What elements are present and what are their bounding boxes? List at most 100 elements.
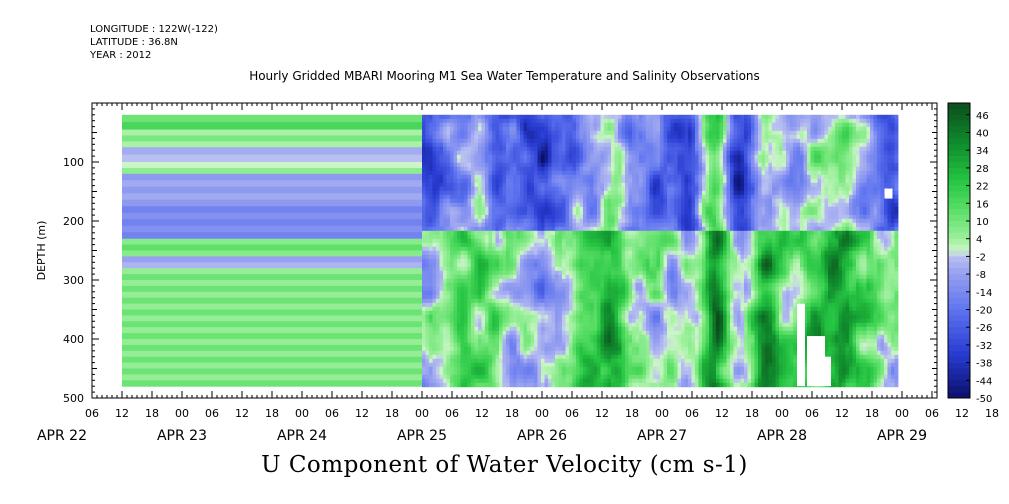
colorbar-label: 10 bbox=[976, 217, 989, 228]
year-label: YEAR : 2012 bbox=[90, 50, 152, 61]
layer-band bbox=[122, 327, 422, 334]
layer-band bbox=[122, 297, 422, 305]
layer-band bbox=[122, 368, 422, 375]
x-hour-tick-label: 18 bbox=[865, 407, 879, 420]
x-hour-tick-label: 00 bbox=[415, 407, 429, 420]
x-hour-tick-label: 12 bbox=[835, 407, 849, 420]
y-tick-label: 100 bbox=[63, 156, 84, 169]
colorbar-bin bbox=[948, 262, 970, 269]
layer-band bbox=[122, 135, 422, 142]
colorbar-bin bbox=[948, 303, 970, 310]
x-hour-tick-label: 12 bbox=[475, 407, 489, 420]
layer-band bbox=[122, 225, 422, 233]
layer-band bbox=[122, 285, 422, 293]
x-hour-tick-label: 18 bbox=[265, 407, 279, 420]
x-hour-tick-label: 00 bbox=[175, 407, 189, 420]
colorbar-bin bbox=[948, 162, 970, 169]
colorbar-label: 34 bbox=[976, 146, 989, 157]
colorbar-label: -14 bbox=[976, 288, 992, 299]
colorbar-frame bbox=[947, 102, 971, 399]
colorbar-bin bbox=[948, 138, 970, 145]
x-hour-tick-label: 12 bbox=[355, 407, 369, 420]
colorbar-bin bbox=[948, 108, 970, 116]
layer-band bbox=[122, 321, 422, 328]
colorbar-label: -2 bbox=[976, 252, 986, 263]
layer-band bbox=[122, 280, 422, 287]
colorbar-label: -26 bbox=[976, 323, 992, 334]
colorbar-bin bbox=[948, 280, 970, 287]
x-hour-tick-label: 00 bbox=[775, 407, 789, 420]
colorbar-bin bbox=[948, 197, 970, 204]
layer-band bbox=[122, 212, 422, 220]
colorbar-bin bbox=[948, 321, 970, 328]
longitude-label: LONGITUDE : 122W(-122) bbox=[90, 24, 218, 35]
layer-band bbox=[122, 129, 422, 136]
colorbar-bin bbox=[948, 374, 970, 381]
x-hour-tick-label: 00 bbox=[895, 407, 909, 420]
layer-band bbox=[122, 344, 422, 352]
x-hour-tick-label: 00 bbox=[535, 407, 549, 420]
colorbar-bin bbox=[948, 114, 970, 121]
layer-band bbox=[122, 206, 422, 214]
x-hour-tick-label: 18 bbox=[145, 407, 159, 420]
x-hour-tick-label: 06 bbox=[805, 407, 819, 420]
x-hour-tick-label: 18 bbox=[625, 407, 639, 420]
colorbar-bin bbox=[948, 191, 970, 198]
colorbar-bin bbox=[948, 327, 970, 334]
x-axis-label: U Component of Water Velocity (cm s-1) bbox=[261, 452, 748, 478]
x-hour-tick-label: 06 bbox=[445, 407, 459, 420]
layer-band bbox=[122, 380, 422, 387]
x-day-label: APR 22 bbox=[37, 428, 87, 444]
colorbar-bin bbox=[948, 232, 970, 239]
x-hour-tick-label: 18 bbox=[745, 407, 759, 420]
colorbar-bin bbox=[948, 173, 970, 180]
x-day-label: APR 25 bbox=[397, 428, 447, 444]
x-hour-tick-label: 06 bbox=[325, 407, 339, 420]
colorbar-bin bbox=[948, 309, 970, 316]
x-hour-tick-label: 06 bbox=[565, 407, 579, 420]
colorbar-bin bbox=[948, 380, 970, 387]
layer-band bbox=[122, 122, 422, 131]
layer-band bbox=[122, 238, 422, 246]
y-tick-label: 300 bbox=[63, 274, 84, 287]
x-hour-tick-label: 06 bbox=[85, 407, 99, 420]
colorbar-bin bbox=[948, 167, 970, 175]
y-tick-label: 500 bbox=[63, 392, 84, 405]
colorbar-bin bbox=[948, 256, 970, 263]
colorbar-bin bbox=[948, 268, 970, 275]
x-hour-tick-label: 00 bbox=[655, 407, 669, 420]
x-day-label: APR 26 bbox=[517, 428, 567, 444]
layer-band bbox=[122, 362, 422, 369]
colorbar-bin bbox=[948, 226, 970, 234]
x-hour-tick-label: 12 bbox=[115, 407, 129, 420]
colorbar-bin bbox=[948, 185, 970, 192]
x-hour-tick-label: 12 bbox=[595, 407, 609, 420]
colorbar-bin bbox=[948, 344, 970, 352]
colorbar-bin bbox=[948, 221, 970, 228]
colorbar-bin bbox=[948, 274, 970, 281]
x-hour-tick-label: 12 bbox=[235, 407, 249, 420]
layer-band bbox=[122, 309, 422, 316]
colorbar-bin bbox=[948, 144, 970, 151]
x-hour-tick-label: 12 bbox=[715, 407, 729, 420]
colorbar-bin bbox=[948, 179, 970, 186]
layer-band bbox=[122, 339, 422, 346]
colorbar-label: 16 bbox=[976, 199, 989, 210]
x-day-label: APR 24 bbox=[277, 428, 327, 444]
colorbar-label: 28 bbox=[976, 164, 989, 175]
colorbar-bin bbox=[948, 285, 970, 293]
x-hour-tick-label: 06 bbox=[205, 407, 219, 420]
colorbar-label: -50 bbox=[976, 394, 992, 405]
latitude-label: LATITUDE : 36.8N bbox=[90, 37, 178, 48]
x-hour-tick-label: 12 bbox=[955, 407, 969, 420]
colorbar-bin bbox=[948, 156, 970, 163]
layer-band bbox=[122, 262, 422, 269]
layer-band bbox=[122, 193, 422, 201]
layer-band bbox=[122, 374, 422, 381]
colorbar-label: 4 bbox=[976, 235, 982, 246]
data-gap bbox=[817, 356, 831, 387]
colorbar-bin bbox=[948, 250, 970, 257]
chart-title: Hourly Gridded MBARI Mooring M1 Sea Wate… bbox=[249, 69, 760, 83]
colorbar-bin bbox=[948, 103, 970, 110]
